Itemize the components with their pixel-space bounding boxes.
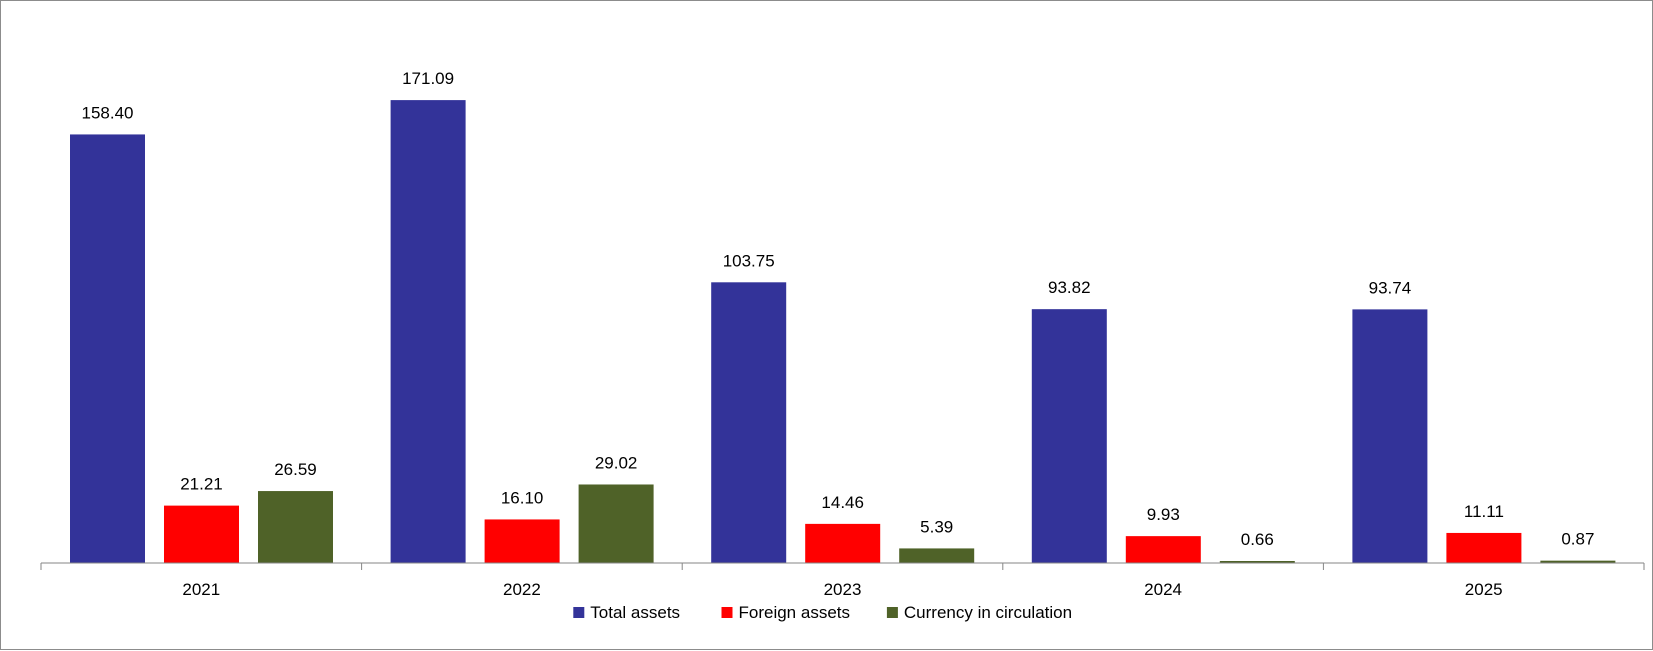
data-label: 9.93 [1147,505,1180,524]
bar-foreign-assets-2024 [1125,536,1201,563]
x-tick-label: 2022 [503,580,541,599]
legend-swatch-foreign-assets [721,607,733,618]
bars-group [70,100,1616,563]
data-labels-group: 158.40 21.21 26.59 171.09 16.10 29.02 103.75 14… [82,69,1595,549]
x-tick-label: 2021 [182,580,220,599]
legend-label-total-assets: Total assets [590,603,680,622]
data-label: 158.40 [82,103,134,122]
data-label: 0.66 [1241,530,1274,549]
bar-total-assets-2023 [711,282,787,563]
data-label: 5.39 [920,517,953,536]
data-label: 103.75 [723,251,775,270]
x-axis [40,562,1645,570]
legend-label-foreign-assets: Foreign assets [739,603,851,622]
data-label: 29.02 [595,453,638,472]
bar-total-assets-2025 [1352,309,1428,563]
bar-currency-in-circulation-2024 [1219,561,1295,563]
data-label: 0.87 [1561,530,1594,549]
data-label: 11.11 [1464,502,1504,521]
bar-total-assets-2024 [1031,309,1107,563]
bar-currency-in-circulation-2025 [1540,560,1616,563]
data-label: 26.59 [274,460,317,479]
legend-swatch-currency-in-circulation [886,607,898,618]
legend: Total assets Foreign assets Currency in ci… [573,603,1072,622]
bar-foreign-assets-2025 [1446,532,1522,563]
legend-label-currency-in-circulation: Currency in circulation [904,603,1072,622]
data-label: 93.74 [1369,278,1412,297]
data-label: 14.46 [821,493,864,512]
data-label: 93.82 [1048,278,1091,297]
data-label: 16.10 [501,488,544,507]
x-tick-label: 2024 [1144,580,1182,599]
bar-currency-in-circulation-2022 [578,484,654,563]
bar-total-assets-2022 [390,100,466,563]
bar-total-assets-2021 [70,134,145,563]
data-label: 171.09 [402,69,454,88]
bar-currency-in-circulation-2023 [899,548,975,563]
x-tick-label: 2025 [1465,580,1503,599]
bar-currency-in-circulation-2021 [258,491,333,563]
data-label: 21.21 [180,475,223,494]
x-tick-label: 2023 [824,580,862,599]
bar-foreign-assets-2023 [805,523,881,563]
x-tick-labels: 2021 2022 2023 2024 2025 [182,580,1502,599]
bar-foreign-assets-2021 [164,505,239,563]
legend-swatch-total-assets [573,607,585,618]
bar-foreign-assets-2022 [484,519,560,563]
